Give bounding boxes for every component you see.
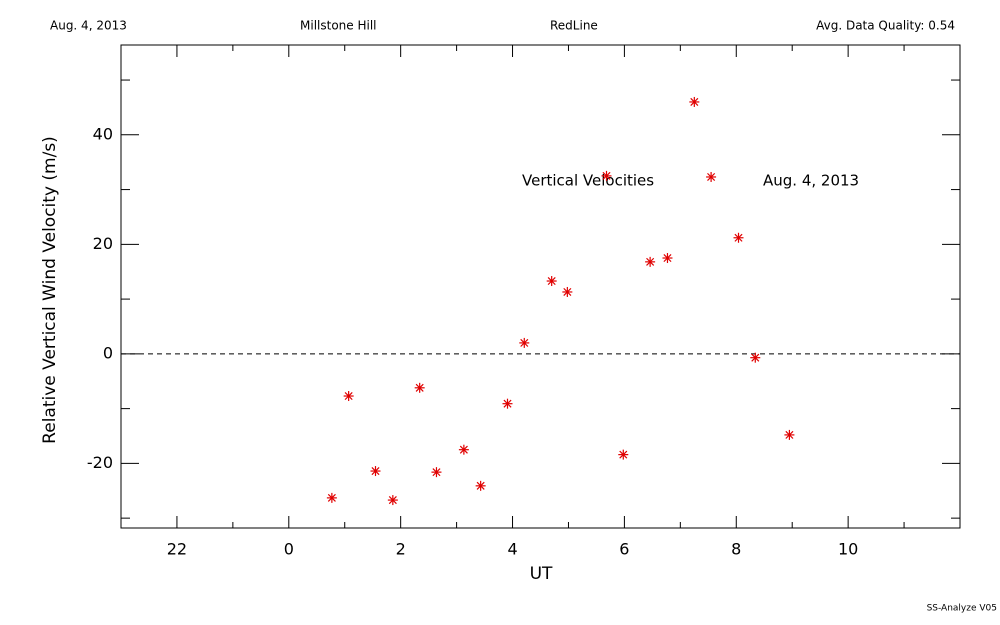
point — [431, 467, 442, 478]
point — [601, 170, 612, 181]
point — [519, 337, 530, 348]
x-tick-label: 6 — [619, 540, 629, 559]
point — [706, 171, 717, 182]
x-tick-label: 8 — [731, 540, 741, 559]
point — [750, 352, 761, 363]
point — [645, 256, 656, 267]
point — [618, 449, 629, 460]
point — [662, 253, 673, 264]
plot-frame — [120, 44, 961, 529]
annotation: Aug. 4, 2013 — [763, 172, 859, 190]
y-tick-label: 40 — [93, 124, 113, 143]
point — [458, 444, 469, 455]
point — [502, 398, 513, 409]
x-tick-label: 10 — [838, 540, 858, 559]
footer: SS-Analyze V05 — [927, 604, 997, 614]
point — [475, 480, 486, 491]
point — [733, 232, 744, 243]
header-quality: Avg. Data Quality: 0.54 — [816, 19, 955, 33]
y-tick-label: -20 — [87, 453, 113, 472]
y-tick-label: 20 — [93, 234, 113, 253]
point — [689, 96, 700, 107]
point — [343, 391, 354, 402]
x-tick-label: 2 — [396, 540, 406, 559]
annotation: Vertical Velocities — [522, 172, 654, 190]
y-tick-label: 0 — [103, 343, 113, 362]
point — [562, 286, 573, 297]
point — [784, 429, 795, 440]
x-axis-label: UT — [530, 564, 553, 584]
point — [546, 276, 557, 287]
header-site: Millstone Hill — [300, 19, 376, 33]
y-axis-label: Relative Vertical Wind Velocity (m/s) — [40, 136, 60, 444]
x-tick-label: 0 — [284, 540, 294, 559]
header-line: RedLine — [550, 19, 598, 33]
point — [414, 382, 425, 393]
x-tick-label: 22 — [167, 540, 187, 559]
point — [370, 466, 381, 477]
point — [387, 495, 398, 506]
header-date: Aug. 4, 2013 — [50, 19, 127, 33]
point — [326, 492, 337, 503]
x-tick-label: 4 — [507, 540, 517, 559]
